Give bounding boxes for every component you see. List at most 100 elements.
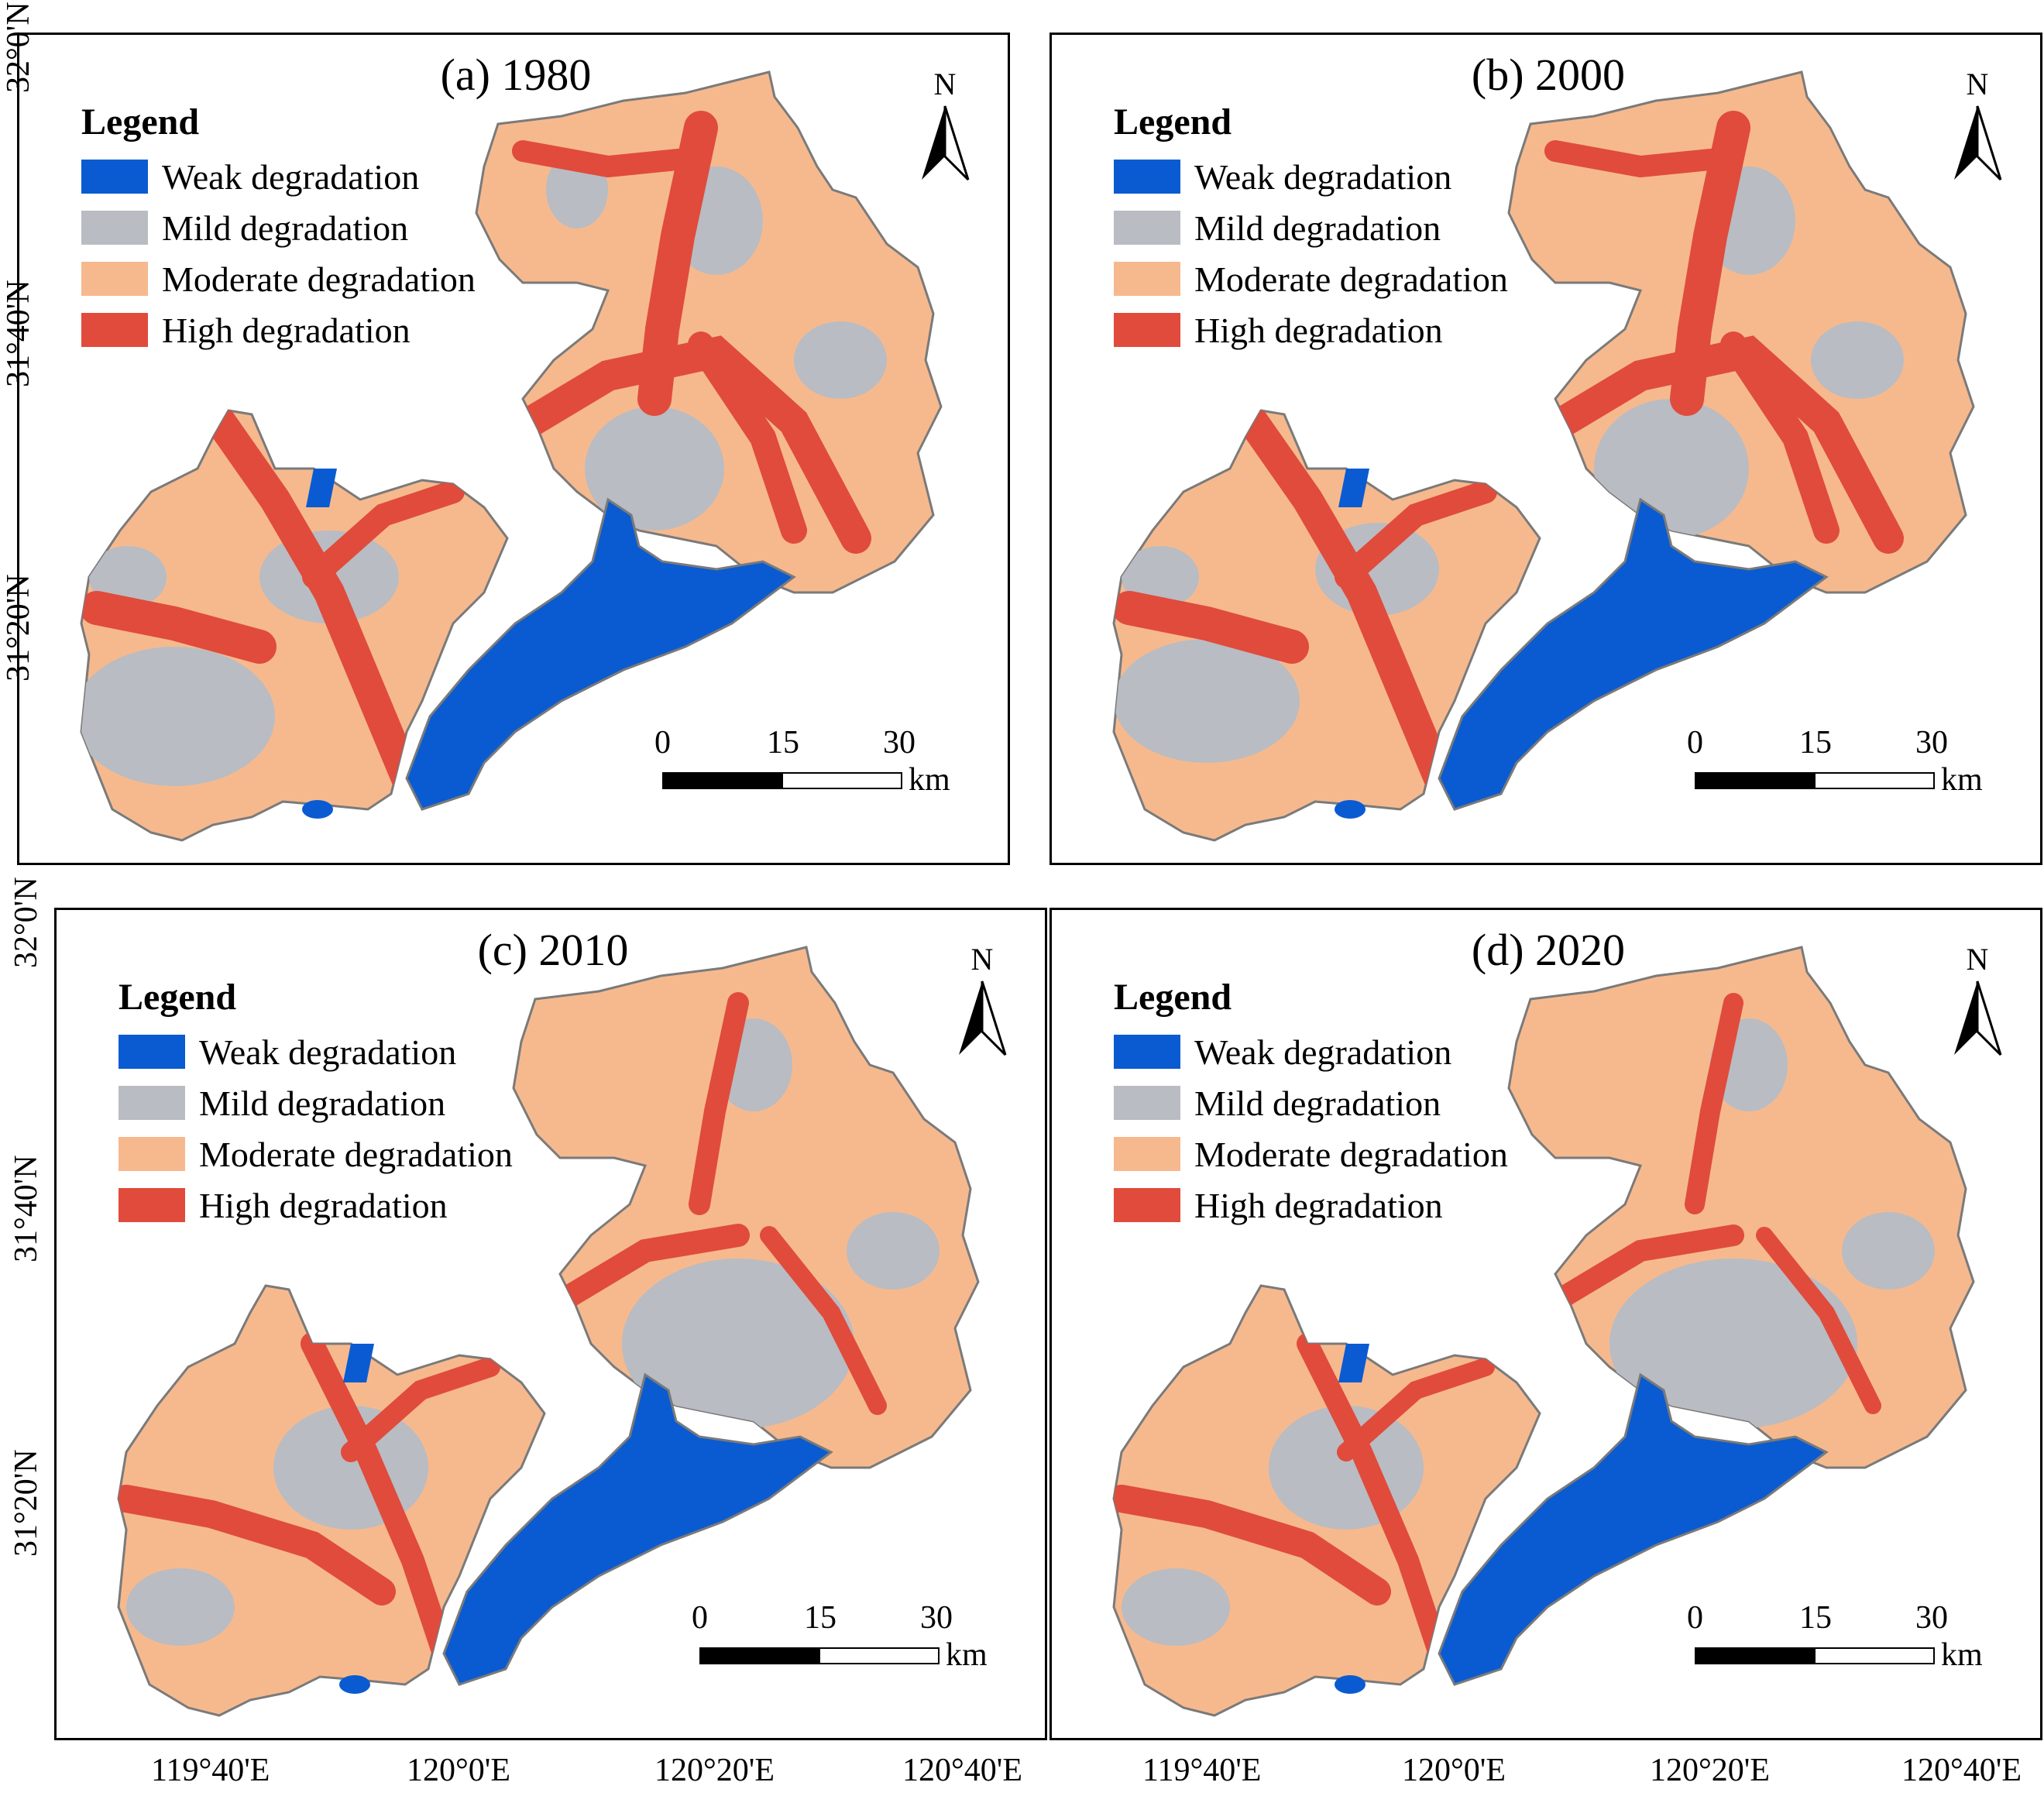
legend-item-moderate: Moderate degradation bbox=[1114, 259, 1508, 299]
map-panel-d: (d) 2020 Legend Weak degradation Mild de… bbox=[1049, 908, 2042, 1740]
scale-segment-white bbox=[819, 1647, 940, 1664]
legend-label: Moderate degradation bbox=[1194, 259, 1508, 299]
legend-swatch-high bbox=[1114, 1188, 1180, 1222]
lat-label: 32°0'N bbox=[9, 877, 44, 968]
lon-label: 119°40'E bbox=[1142, 1753, 1262, 1788]
map-panel-b: (b) 2000 Legend Weak degradation Mild de… bbox=[1049, 33, 2042, 865]
north-letter: N bbox=[1966, 942, 1989, 977]
mild-zones bbox=[81, 151, 887, 786]
scale-segment-white bbox=[1814, 772, 1935, 789]
north-letter: N bbox=[1966, 67, 1989, 101]
lon-label: 120°0'E bbox=[407, 1753, 511, 1788]
legend-title: Legend bbox=[119, 977, 237, 1018]
legend-swatch-weak bbox=[1114, 160, 1180, 194]
legend-label: Mild degradation bbox=[1194, 1083, 1441, 1123]
scale-unit: km bbox=[1941, 1637, 1983, 1673]
legend-label: High degradation bbox=[162, 310, 411, 350]
legend-item-high: High degradation bbox=[119, 1185, 448, 1225]
map-panel-a: (a) 1980 Legend Weak degradation Mild de… bbox=[17, 33, 1010, 865]
legend-item-moderate: Moderate degradation bbox=[1114, 1134, 1508, 1174]
high-degradation-corridors bbox=[1114, 111, 1904, 794]
scale-segment-black bbox=[662, 772, 783, 789]
north-arrow-icon: N bbox=[1950, 941, 2004, 1066]
legend-label: Weak degradation bbox=[1194, 1032, 1452, 1072]
scale-unit: km bbox=[946, 1637, 988, 1673]
legend-label: High degradation bbox=[199, 1185, 448, 1225]
legend-item-mild: Mild degradation bbox=[1114, 1083, 1441, 1123]
north-letter: N bbox=[970, 942, 994, 977]
lat-label: 32°0'N bbox=[1, 2, 36, 93]
legend-item-moderate: Moderate degradation bbox=[81, 259, 476, 299]
lake-taihu bbox=[302, 469, 796, 819]
legend-swatch-weak bbox=[81, 160, 148, 194]
lon-label: 120°0'E bbox=[1402, 1753, 1506, 1788]
lon-label: 119°40'E bbox=[151, 1753, 270, 1788]
north-arrow-icon: N bbox=[918, 66, 972, 191]
map-figure bbox=[80, 70, 943, 842]
legend-swatch-moderate bbox=[119, 1137, 185, 1171]
legend-swatch-high bbox=[119, 1188, 185, 1222]
lat-label: 31°40'N bbox=[1, 280, 36, 387]
scale-segment-white bbox=[782, 772, 902, 789]
legend-swatch-moderate bbox=[1114, 262, 1180, 296]
legend-title: Legend bbox=[1114, 977, 1232, 1018]
legend-item-high: High degradation bbox=[1114, 1186, 1443, 1225]
map-figure bbox=[117, 946, 980, 1717]
scale-segment-black bbox=[1695, 1647, 1816, 1664]
legend-item-weak: Weak degradation bbox=[1114, 156, 1452, 197]
legend-item-mild: Mild degradation bbox=[81, 208, 409, 248]
legend-item-weak: Weak degradation bbox=[119, 1032, 456, 1072]
scale-unit: km bbox=[1941, 762, 1983, 798]
scale-tick: 0 bbox=[1687, 725, 1703, 761]
scale-tick: 30 bbox=[1915, 725, 1948, 761]
lon-label: 120°20'E bbox=[1650, 1753, 1771, 1788]
legend-label: Mild degradation bbox=[162, 208, 409, 248]
scale-unit: km bbox=[909, 762, 950, 798]
scale-tick: 15 bbox=[1799, 725, 1832, 761]
lake-taihu bbox=[1335, 1344, 1829, 1694]
scale-tick: 0 bbox=[1687, 1600, 1703, 1636]
high-degradation-corridors bbox=[1114, 993, 1881, 1664]
scale-bar: 0 15 30 km bbox=[1687, 724, 2004, 817]
legend-label: Moderate degradation bbox=[199, 1134, 513, 1174]
north-letter: N bbox=[933, 67, 957, 101]
panel-title: (b) 2000 bbox=[1471, 50, 1626, 100]
legend-title: Legend bbox=[1114, 101, 1232, 143]
scale-tick: 15 bbox=[767, 725, 799, 761]
legend-title: Legend bbox=[81, 101, 200, 143]
legend-item-moderate: Moderate degradation bbox=[119, 1134, 513, 1174]
panel-title: (d) 2020 bbox=[1471, 925, 1626, 975]
legend-swatch-moderate bbox=[1114, 1137, 1180, 1171]
lake-taihu bbox=[1335, 469, 1829, 819]
legend-label: Mild degradation bbox=[199, 1083, 446, 1123]
legend-swatch-high bbox=[1114, 313, 1180, 347]
legend-swatch-weak bbox=[119, 1035, 185, 1069]
lon-label: 120°40'E bbox=[902, 1753, 1023, 1788]
legend-item-weak: Weak degradation bbox=[81, 157, 419, 197]
legend-label: Moderate degradation bbox=[162, 259, 476, 299]
legend-swatch-mild bbox=[119, 1086, 185, 1120]
scale-tick: 0 bbox=[654, 725, 671, 761]
legend-item-weak: Weak degradation bbox=[1114, 1032, 1452, 1072]
legend-swatch-mild bbox=[1114, 1086, 1180, 1120]
legend-label: Moderate degradation bbox=[1194, 1134, 1508, 1174]
scale-tick: 0 bbox=[692, 1600, 708, 1636]
legend-label: Weak degradation bbox=[1194, 156, 1452, 197]
map-panel-c: (c) 2010 Legend Weak degradation Mild de… bbox=[54, 908, 1047, 1740]
legend-swatch-moderate bbox=[81, 262, 148, 296]
north-arrow-icon: N bbox=[955, 941, 1009, 1066]
panel-title: (c) 2010 bbox=[477, 925, 629, 975]
scale-tick: 30 bbox=[883, 725, 916, 761]
scale-segment-white bbox=[1814, 1647, 1935, 1664]
high-degradation-corridors bbox=[119, 992, 887, 1665]
scale-tick: 15 bbox=[1799, 1600, 1832, 1636]
legend-item-high: High degradation bbox=[81, 310, 411, 350]
legend-label: Mild degradation bbox=[1194, 208, 1441, 248]
scale-bar: 0 15 30 km bbox=[1687, 1599, 2004, 1692]
lat-label: 31°20'N bbox=[1, 574, 36, 682]
lake-taihu bbox=[339, 1344, 833, 1694]
legend-item-mild: Mild degradation bbox=[119, 1083, 446, 1123]
legend-swatch-mild bbox=[81, 211, 148, 245]
lon-label: 120°20'E bbox=[654, 1753, 775, 1788]
lon-label: 120°40'E bbox=[1901, 1753, 2022, 1788]
